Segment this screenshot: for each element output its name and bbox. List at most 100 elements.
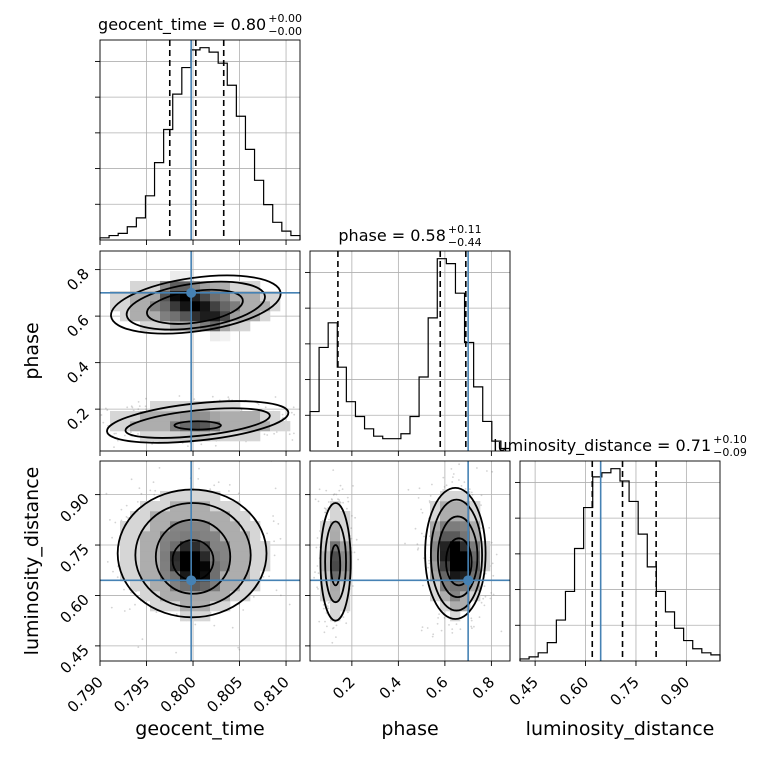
sample-point-luminosity_distance_vs_geocent_time-121 [98,540,100,542]
density-cell-phase_vs_geocent_time-8-16 [180,281,191,292]
density-cell-phase_vs_geocent_time-7-17 [170,271,181,282]
density-cell-luminosity_distance_vs_phase-12-8 [430,571,441,582]
sample-point-luminosity_distance_vs_geocent_time-130 [137,646,140,648]
density-cell-phase_vs_geocent_time-5-15 [150,291,161,302]
xtick-label-phase-3: 0.8 [469,673,499,703]
sample-point-luminosity_distance_vs_phase-284 [335,624,338,627]
sample-point-luminosity_distance_vs_phase-422 [353,551,356,554]
xtick-label-geocent_time-0: 0.790 [64,673,107,716]
sample-point-luminosity_distance_vs_phase-80 [429,495,432,497]
density-cell-luminosity_distance_vs_phase-14-7 [450,581,461,592]
sample-point-luminosity_distance_vs_phase-137 [442,489,445,491]
density-cell-phase_vs_geocent_time-8-17 [180,271,191,282]
sample-point-luminosity_distance_vs_phase-233 [468,452,470,454]
sample-point-phase_vs_geocent_time-99 [290,411,293,414]
density-cell-luminosity_distance_vs_geocent_time-15-10 [250,551,261,562]
density-cell-luminosity_distance_vs_geocent_time-4-8 [140,571,151,582]
density-cell-phase_vs_geocent_time-15-14 [250,301,261,312]
sample-point-luminosity_distance_vs_phase-274 [326,605,329,607]
sample-point-luminosity_distance_vs_phase-513 [339,484,342,487]
sample-point-phase_vs_geocent_time-132 [311,404,313,406]
sample-point-phase_vs_geocent_time-18 [124,434,126,437]
sample-point-luminosity_distance_vs_phase-353 [324,508,327,510]
density-cell-luminosity_distance_vs_geocent_time-14-14 [240,511,251,522]
density-cell-phase_vs_geocent_time-10-15 [200,291,211,302]
sample-point-luminosity_distance_vs_geocent_time-7 [175,651,178,654]
density-cell-phase_vs_geocent_time-17-15 [270,291,281,302]
density-cell-luminosity_distance_vs_geocent_time-6-5 [160,601,171,612]
sample-point-luminosity_distance_vs_phase-454 [323,631,326,634]
sample-point-luminosity_distance_vs_phase-241 [426,627,429,629]
density-cell-phase_vs_geocent_time-16-2 [260,421,271,432]
sample-point-luminosity_distance_vs_geocent_time-139 [279,537,282,540]
density-cell-phase_vs_geocent_time-4-16 [140,281,151,292]
xtick-label-luminosity_distance-1: 0.60 [556,673,592,709]
density-cell-luminosity_distance_vs_geocent_time-9-11 [190,541,201,552]
density-cell-luminosity_distance_vs_phase-1-13 [320,521,331,532]
density-cell-luminosity_distance_vs_geocent_time-8-8 [180,571,191,582]
density-cell-luminosity_distance_vs_geocent_time-13-7 [230,581,241,592]
sample-point-phase_vs_geocent_time-258 [43,417,45,419]
sample-point-phase_vs_geocent_time-174 [131,406,134,409]
density-cell-luminosity_distance_vs_phase-2-13 [330,521,341,532]
sample-point-luminosity_distance_vs_phase-32 [431,635,434,638]
density-cell-phase_vs_geocent_time-16-13 [260,311,271,322]
sample-point-phase_vs_geocent_time-198 [347,405,349,407]
sample-point-phase_vs_geocent_time-144 [282,416,284,419]
sample-point-luminosity_distance_vs_phase-390 [315,546,318,549]
density-cell-luminosity_distance_vs_geocent_time-4-11 [140,541,151,552]
sample-point-luminosity_distance_vs_geocent_time-199 [130,591,133,594]
diag-panel-phase [305,250,511,456]
sample-point-luminosity_distance_vs_geocent_time-10 [237,492,240,495]
sample-point-luminosity_distance_vs_phase-394 [355,538,358,541]
sample-point-luminosity_distance_vs_geocent_time-70 [127,517,129,519]
sample-point-luminosity_distance_vs_phase-495 [346,496,349,499]
panel-phase_vs_geocent_time [43,250,349,456]
density-cell-luminosity_distance_vs_phase-12-9 [430,561,441,572]
axes-frame-phase_vs_geocent_time [99,250,301,452]
sample-point-luminosity_distance_vs_phase-125 [420,532,423,535]
density-cell-luminosity_distance_vs_geocent_time-10-15 [200,501,211,512]
sample-point-luminosity_distance_vs_phase-226 [432,633,435,636]
density-cell-luminosity_distance_vs_geocent_time-5-5 [150,601,161,612]
sample-point-phase_vs_geocent_time-87 [214,444,217,447]
ytick-label-luminosity_distance-3: 0.90 [56,490,92,526]
sample-point-luminosity_distance_vs_phase-430 [332,469,335,471]
density-cell-luminosity_distance_vs_phase-1-6 [320,591,331,602]
density-cell-phase_vs_geocent_time-11-1 [210,431,221,442]
density-cell-luminosity_distance_vs_geocent_time-13-14 [230,511,241,522]
sample-point-luminosity_distance_vs_phase-491 [335,493,338,496]
diag-panel-geocent_time [95,39,301,245]
panel-title-luminosity_distance: luminosity_distance = 0.71 +0.10−0.09 [493,433,747,459]
density-cell-phase_vs_geocent_time-14-1 [240,431,251,442]
sample-point-luminosity_distance_vs_phase-0 [421,511,424,514]
panel-content-luminosity_distance_vs_phase [310,452,510,661]
density-cell-phase_vs_geocent_time-13-4 [230,401,241,412]
density-cell-luminosity_distance_vs_phase-16-11 [470,541,481,552]
panel-title-sub-luminosity_distance: −0.09 [713,446,747,459]
density-cell-phase_vs_geocent_time-7-14 [170,301,181,312]
sample-point-luminosity_distance_vs_phase-419 [316,586,318,589]
sample-point-luminosity_distance_vs_phase-485 [328,518,330,521]
sample-point-luminosity_distance_vs_geocent_time-138 [274,487,277,490]
density-cell-luminosity_distance_vs_phase-16-7 [470,581,481,592]
sample-point-luminosity_distance_vs_geocent_time-230 [273,554,276,557]
density-cell-luminosity_distance_vs_geocent_time-13-11 [230,541,241,552]
panel-content-luminosity_distance_vs_geocent_time [98,461,300,661]
density-cell-phase_vs_geocent_time-14-3 [240,411,251,422]
sample-point-luminosity_distance_vs_geocent_time-175 [123,610,126,612]
density-cell-luminosity_distance_vs_phase-2-5 [330,601,341,612]
contour-luminosity_distance_vs_phase-5 [324,520,347,604]
density-cell-luminosity_distance_vs_geocent_time-4-15 [140,501,151,512]
sample-point-luminosity_distance_vs_phase-51 [488,527,491,529]
density-cell-luminosity_distance_vs_geocent_time-10-7 [200,581,211,592]
density-cell-luminosity_distance_vs_phase-15-15 [460,501,471,512]
density-cell-luminosity_distance_vs_geocent_time-5-12 [150,531,161,542]
sample-point-luminosity_distance_vs_geocent_time-68 [153,493,156,496]
sample-point-luminosity_distance_vs_geocent_time-247 [141,638,144,641]
density-cell-luminosity_distance_vs_geocent_time-11-9 [210,561,221,572]
sample-point-luminosity_distance_vs_phase-8 [458,479,460,481]
density-cell-phase_vs_geocent_time-13-16 [230,281,241,292]
density-cell-luminosity_distance_vs_phase-13-14 [440,511,451,522]
